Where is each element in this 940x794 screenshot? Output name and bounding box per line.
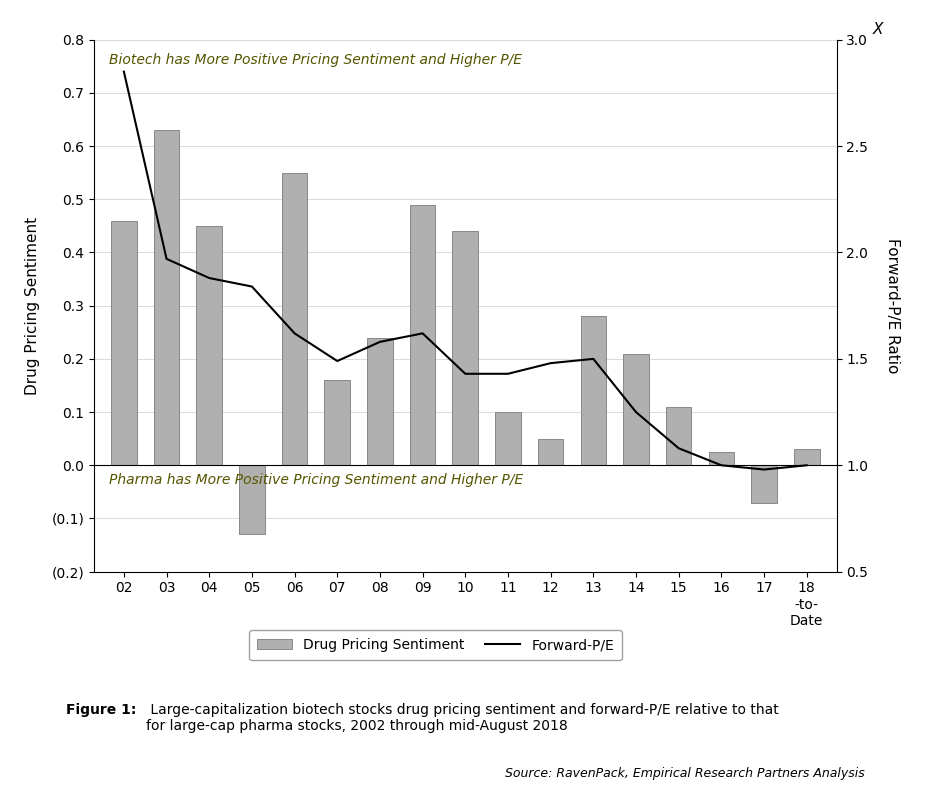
Bar [538, 438, 563, 465]
Bar [666, 407, 692, 465]
Bar [368, 337, 393, 465]
Bar [282, 172, 307, 465]
Bar [794, 449, 820, 465]
Text: Source: RavenPack, Empirical Research Partners Analysis: Source: RavenPack, Empirical Research Pa… [505, 767, 865, 780]
Text: Large-capitalization biotech stocks drug pricing sentiment and forward-P/E relat: Large-capitalization biotech stocks drug… [146, 703, 778, 733]
Bar [154, 130, 180, 465]
Bar [111, 221, 136, 465]
Bar [709, 452, 734, 465]
Bar [751, 465, 776, 503]
Text: X: X [872, 22, 883, 37]
Y-axis label: Drug Pricing Sentiment: Drug Pricing Sentiment [25, 217, 40, 395]
Bar [623, 353, 649, 465]
Bar [452, 231, 478, 465]
Bar [239, 465, 265, 534]
Bar [410, 205, 435, 465]
Bar [581, 316, 606, 465]
Legend: Drug Pricing Sentiment, Forward-P/E: Drug Pricing Sentiment, Forward-P/E [249, 630, 622, 661]
Bar [196, 226, 222, 465]
Y-axis label: Forward-P/E Ratio: Forward-P/E Ratio [885, 238, 900, 373]
Text: Biotech has More Positive Pricing Sentiment and Higher P/E: Biotech has More Positive Pricing Sentim… [109, 53, 522, 67]
Text: Pharma has More Positive Pricing Sentiment and Higher P/E: Pharma has More Positive Pricing Sentime… [109, 473, 523, 488]
Bar [495, 412, 521, 465]
Bar [324, 380, 350, 465]
Text: Figure 1:: Figure 1: [66, 703, 136, 717]
